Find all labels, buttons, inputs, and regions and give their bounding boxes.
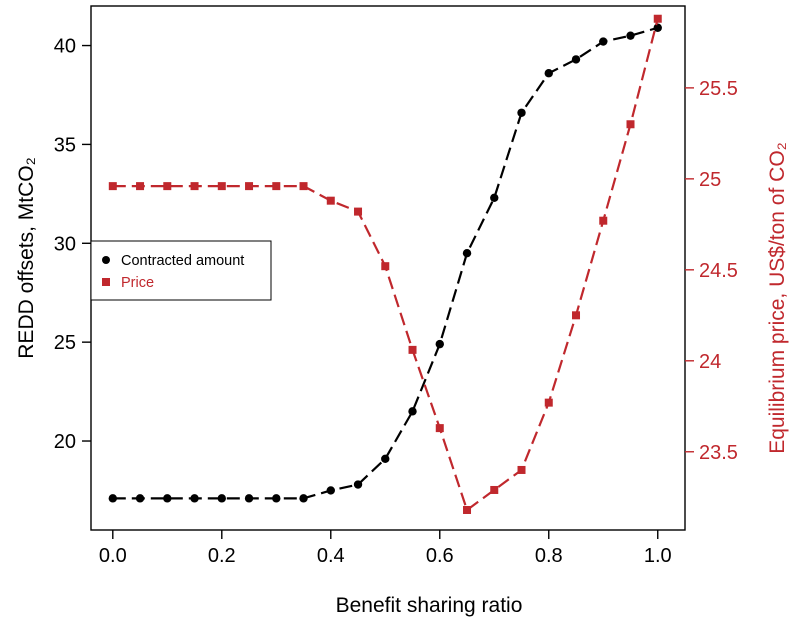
point-price [626, 120, 635, 129]
point-price [544, 398, 553, 407]
x-tick-label: 0.2 [208, 545, 236, 567]
point-contracted-amount [163, 494, 172, 503]
point-price [653, 14, 662, 23]
x-tick-label: 0.0 [99, 545, 127, 567]
legend-box [90, 240, 272, 301]
right-y-axis-title: Equilibrium price, US$/ton of CO₂ [766, 142, 789, 454]
point-contracted-amount [544, 69, 553, 78]
x-tick-label: 0.8 [535, 545, 563, 567]
x-tick-label: 1.0 [644, 545, 672, 567]
point-price [136, 182, 145, 191]
point-price [245, 182, 254, 191]
point-price [463, 505, 472, 514]
point-price [163, 182, 172, 191]
point-price [272, 182, 281, 191]
point-contracted-amount [571, 55, 581, 64]
point-contracted-amount [135, 494, 145, 503]
right-y-tick-label: 24.5 [699, 260, 738, 282]
point-price [381, 262, 390, 271]
legend-marker-price [102, 278, 110, 286]
left-y-tick-label: 25 [54, 332, 76, 354]
legend: Contracted amount Price [90, 240, 272, 301]
point-contracted-amount [217, 494, 226, 503]
point-price [108, 182, 117, 191]
point-contracted-amount [353, 480, 363, 489]
point-price [408, 345, 417, 354]
right-y-tick-label: 24 [699, 351, 721, 373]
point-price [326, 196, 335, 205]
left-y-axis-title: REDD offsets, MtCO₂ [15, 157, 38, 358]
legend-label-price: Price [121, 275, 154, 291]
point-contracted-amount [326, 486, 335, 495]
legend-label-contracted-amount: Contracted amount [121, 253, 244, 269]
right-y-tick-label: 25.5 [699, 78, 738, 100]
left-y-tick-label: 20 [54, 431, 76, 453]
point-contracted-amount [626, 31, 635, 40]
series-line-contracted-amount [112, 26, 659, 500]
legend-marker-contracted-amount [102, 256, 110, 264]
point-contracted-amount [408, 407, 417, 416]
left-y-tick-label: 30 [54, 233, 76, 255]
point-contracted-amount [462, 248, 472, 258]
point-contracted-amount [435, 339, 444, 349]
point-contracted-amount [599, 37, 608, 46]
point-price [572, 311, 581, 320]
right-y-tick-label: 23.5 [699, 442, 738, 464]
left-y-tick-label: 35 [54, 134, 76, 156]
point-price [517, 465, 526, 474]
point-price [190, 182, 199, 191]
x-tick-label: 0.6 [426, 545, 454, 567]
point-price [599, 216, 608, 225]
point-contracted-amount [272, 494, 281, 503]
series-layer [108, 14, 662, 514]
point-contracted-amount [244, 494, 254, 503]
point-contracted-amount [653, 23, 662, 32]
left-y-tick-label: 40 [54, 36, 76, 58]
right-y-tick-label: 25 [699, 169, 721, 191]
point-contracted-amount [517, 108, 526, 117]
x-axis: 0.0 0.2 0.4 0.6 0.8 1.0 [99, 530, 672, 567]
point-contracted-amount [190, 494, 199, 503]
point-contracted-amount [108, 494, 117, 503]
point-price [435, 424, 444, 433]
x-tick-label: 0.4 [317, 545, 345, 567]
right-y-axis: 23.5 24 24.5 25 25.5 [685, 78, 738, 464]
point-price [299, 182, 308, 191]
x-axis-title: Benefit sharing ratio [336, 594, 523, 617]
point-price [490, 485, 499, 494]
point-price [217, 182, 226, 191]
point-contracted-amount [490, 193, 499, 203]
point-price [354, 207, 363, 216]
point-contracted-amount [299, 494, 308, 503]
point-contracted-amount [381, 454, 390, 464]
left-y-axis: 20 25 30 35 40 [54, 36, 91, 453]
